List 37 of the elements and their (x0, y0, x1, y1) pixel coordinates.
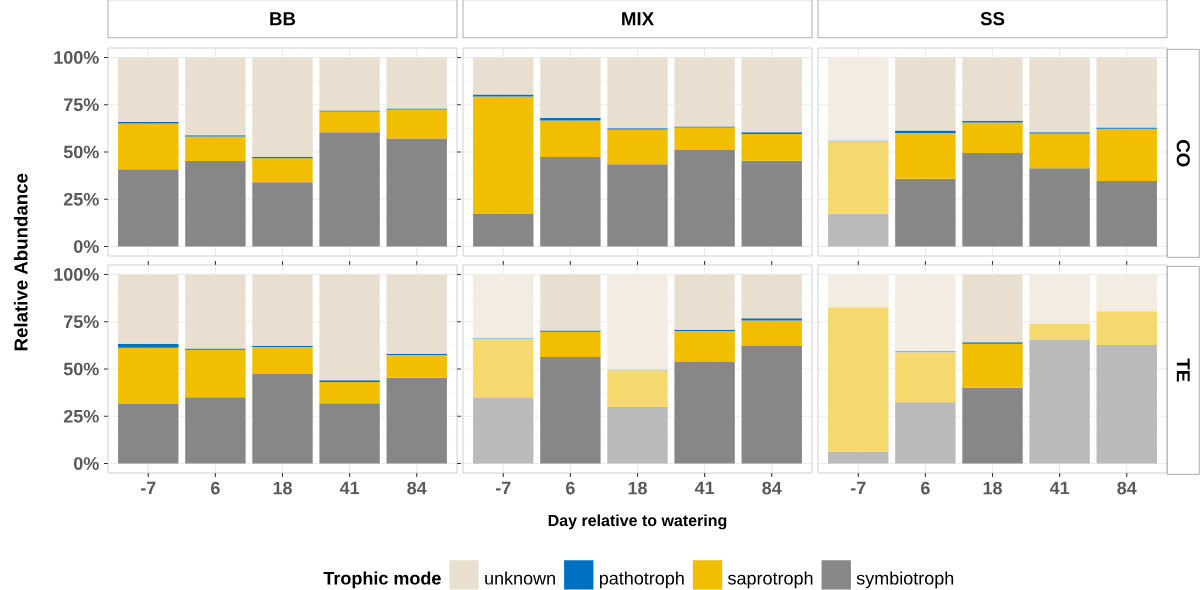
chart-title: SS (980, 12, 1005, 26)
x-tick-label: 18 (273, 481, 292, 495)
y-tick-label: 75% (64, 315, 99, 329)
y-tick-label: 0% (73, 240, 99, 253)
legend-label: unknown (485, 571, 555, 585)
x-tick-label: -7 (495, 481, 511, 495)
y-tick-label: 25% (63, 409, 99, 423)
x-tick-label: 84 (1117, 481, 1137, 495)
legend-label: symbiotroph (856, 571, 954, 589)
y-tick-label: 25% (63, 192, 99, 206)
y-axis-title: Relative Abundance (13, 173, 28, 351)
legend-label: pathotroph (599, 571, 684, 589)
x-tick-label: 84 (762, 481, 782, 495)
x-tick-label: 41 (1049, 481, 1070, 495)
y2-axis-title: CO (1176, 140, 1190, 167)
y-tick-label: 50% (63, 362, 99, 376)
legend-title: Trophic mode (323, 571, 441, 589)
x-tick-label: 41 (694, 481, 715, 495)
x-tick-label: 6 (921, 481, 930, 495)
chart-title: MIX (622, 12, 654, 26)
y2-axis-title: TE (1176, 358, 1190, 382)
y-tick-label: 75% (64, 98, 99, 112)
x-tick-label: -7 (850, 481, 866, 495)
y-tick-label: 50% (63, 145, 99, 159)
x-axis-title: Day relative to watering (548, 514, 727, 530)
x-tick-label: 18 (983, 481, 1002, 495)
x-tick-label: 6 (211, 481, 220, 495)
chart-title: BB (270, 12, 296, 26)
y-tick-label: 100% (54, 268, 99, 281)
x-tick-label: 18 (628, 481, 647, 495)
x-tick-label: 84 (407, 481, 427, 495)
x-tick-label: 6 (566, 481, 575, 495)
legend-label: saprotroph (728, 571, 813, 589)
x-tick-label: -7 (140, 481, 156, 495)
y-tick-label: 100% (54, 51, 99, 64)
y-tick-label: 0% (73, 457, 99, 470)
x-tick-label: 41 (339, 481, 360, 495)
